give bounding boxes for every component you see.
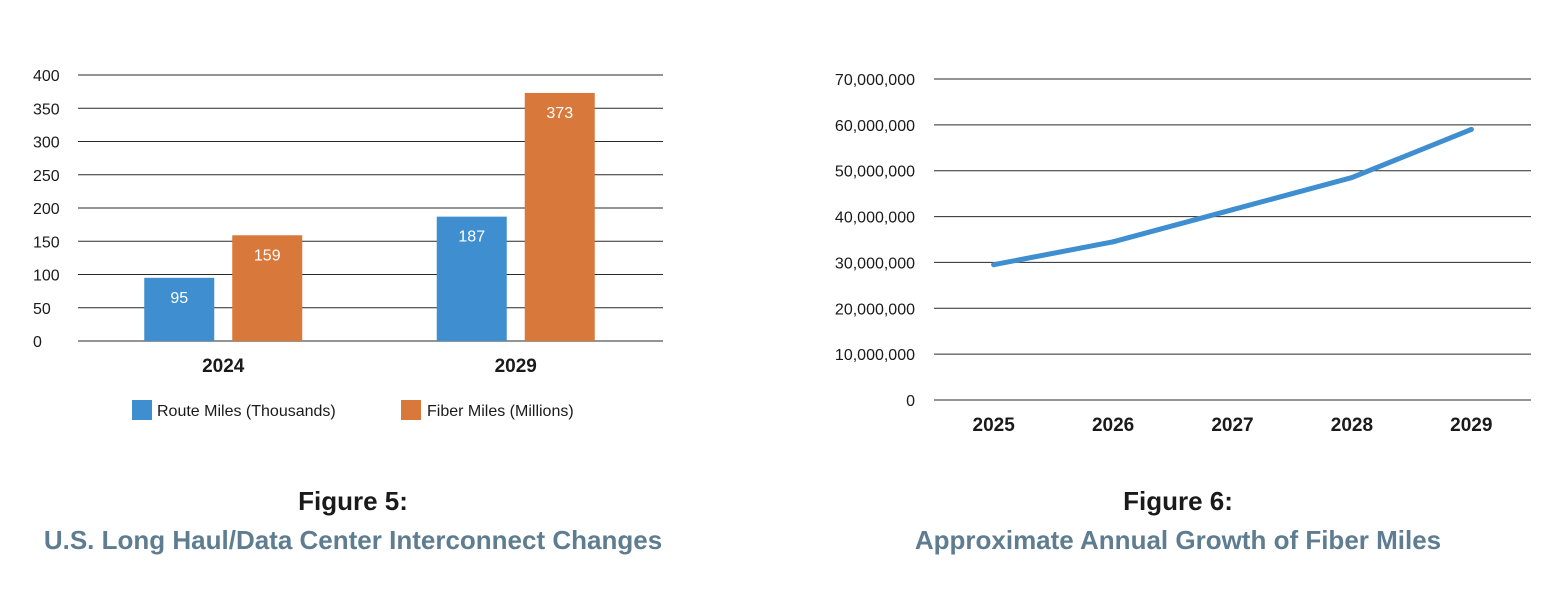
bar-route-2024: [144, 277, 215, 341]
x-tick-label: 2026: [1092, 415, 1134, 436]
figure-6-gridlines: [934, 78, 1531, 401]
y-tick-label: 100: [33, 268, 60, 285]
figure-5-y-axis: 0 50 100 150 200 250 300 350 400: [33, 68, 60, 351]
y-tick-label: 50,000,000: [835, 164, 915, 181]
bar-value-label: 373: [546, 105, 573, 122]
y-tick-label: 10,000,000: [835, 347, 915, 364]
y-tick-label: 350: [33, 101, 60, 118]
x-tick-label: 2027: [1211, 415, 1253, 436]
figure-5-x-axis: 2024 2029: [202, 356, 537, 377]
x-tick-label: 2025: [973, 415, 1016, 436]
y-tick-label: 300: [33, 135, 60, 152]
bar-value-label: 95: [170, 290, 188, 307]
figure-5-bar-chart: 0 50 100 150 200 250 300 350 400 95 159 187 373 202…: [33, 68, 663, 420]
figure-5-bar-labels: 95 159 187 373: [170, 105, 573, 307]
legend-swatch: [401, 400, 421, 420]
y-tick-label: 0: [906, 393, 915, 410]
figure-6-series: [991, 126, 1474, 268]
x-tick-label: 2029: [1450, 415, 1492, 436]
x-category-label: 2029: [495, 356, 537, 377]
data-point-2027: [1230, 207, 1235, 213]
y-tick-label: 30,000,000: [835, 255, 915, 272]
figure-5-bars: [144, 92, 595, 341]
bar-fiber-2029: [524, 92, 595, 341]
y-tick-label: 60,000,000: [835, 118, 915, 135]
figure-5-legend: Route Miles (Thousands) Fiber Miles (Mill…: [132, 400, 574, 420]
bar-fiber-2024: [232, 235, 303, 341]
y-tick-label: 50: [33, 301, 51, 318]
figure-6-x-axis: 2025 2026 2027 2028 2029: [973, 415, 1493, 436]
data-point-2028: [1349, 175, 1355, 181]
legend-swatch: [132, 400, 152, 420]
y-tick-label: 0: [33, 334, 42, 351]
x-category-label: 2024: [202, 356, 245, 377]
y-tick-label: 200: [33, 201, 60, 218]
y-tick-label: 400: [33, 68, 60, 85]
legend-label: Route Miles (Thousands): [157, 403, 336, 420]
data-point-2026: [1110, 239, 1116, 245]
series-line: [991, 126, 1474, 268]
figure-6-line-chart: 0 10,000,000 20,000,000 30,000,000 40,000,00…: [835, 72, 1531, 436]
legend-label: Fiber Miles (Millions): [427, 403, 574, 420]
y-tick-label: 40,000,000: [835, 210, 915, 227]
y-tick-label: 250: [33, 168, 60, 185]
figure-6-y-axis: 0 10,000,000 20,000,000 30,000,000 40,000,00…: [835, 72, 915, 410]
figure-5-title: Figure 5:: [298, 486, 408, 516]
figure-6-title: Figure 6:: [1123, 486, 1233, 516]
x-tick-label: 2028: [1331, 415, 1373, 436]
y-tick-label: 70,000,000: [835, 72, 915, 89]
data-point-2029: [1468, 126, 1474, 132]
bar-value-label: 187: [458, 229, 485, 246]
data-point-2025: [991, 262, 997, 268]
y-tick-label: 20,000,000: [835, 301, 915, 318]
bar-route-2029: [436, 216, 507, 341]
figure-6-subtitle: Approximate Annual Growth of Fiber Miles: [915, 525, 1441, 555]
y-tick-label: 150: [33, 234, 60, 251]
bar-value-label: 159: [254, 247, 281, 264]
figure-5-subtitle: U.S. Long Haul/Data Center Interconnect …: [44, 525, 662, 555]
